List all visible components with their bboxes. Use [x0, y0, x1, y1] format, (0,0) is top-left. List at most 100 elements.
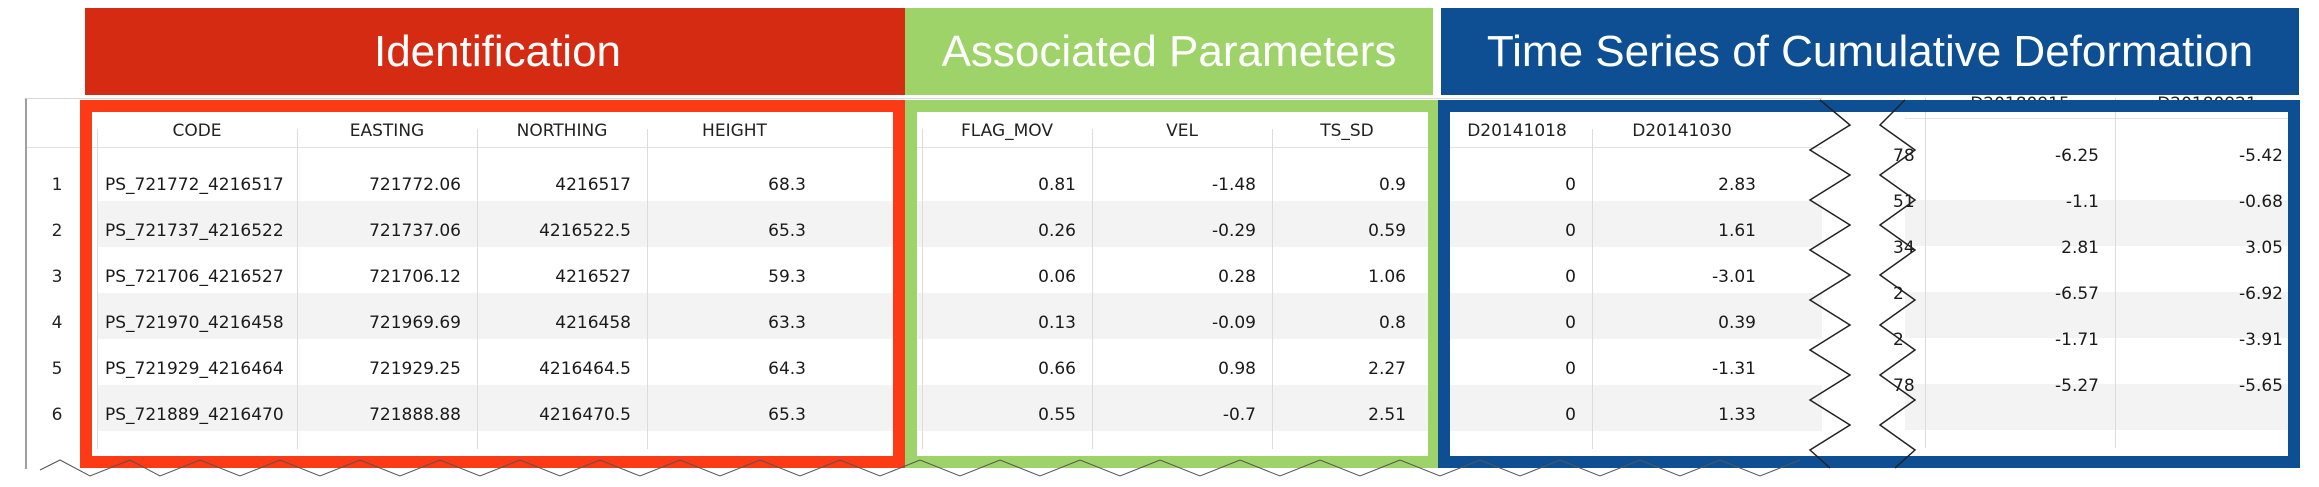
table-cell-ts-sd[interactable]: 0.9: [1378, 175, 1406, 195]
table-cell-height[interactable]: 65.3: [768, 405, 806, 425]
table-cell-flag-mov[interactable]: 0.55: [1038, 405, 1076, 425]
identification-frame: [80, 100, 905, 468]
time-series-frame: [1438, 100, 2300, 468]
table-cell-ts-sd[interactable]: 1.06: [1368, 267, 1406, 287]
table-cell-d2[interactable]: 1.33: [1718, 405, 1756, 425]
table-cell-d1[interactable]: 0: [1565, 313, 1576, 333]
table-cell-flag-mov[interactable]: 0.13: [1038, 313, 1076, 333]
table-cell-d4[interactable]: -6.92: [2239, 284, 2283, 304]
table-cell-d1[interactable]: 0: [1565, 359, 1576, 379]
row-number: 5: [51, 359, 63, 379]
table-cell-d4[interactable]: -5.65: [2239, 376, 2283, 396]
table-cell-d2[interactable]: 2.83: [1718, 175, 1756, 195]
table-cell-height[interactable]: 68.3: [768, 175, 806, 195]
table-cell-ts-sd[interactable]: 0.8: [1378, 313, 1406, 333]
table-cell-frag[interactable]: 78: [1893, 376, 1915, 396]
table-cell-northing[interactable]: 4216527: [555, 267, 631, 287]
table-cell-easting[interactable]: 721737.06: [369, 221, 461, 241]
table-cell-d3[interactable]: -6.25: [2055, 146, 2099, 166]
table-cell-easting[interactable]: 721706.12: [369, 267, 461, 287]
table-cell-d1[interactable]: 0: [1565, 405, 1576, 425]
table-cell-frag[interactable]: 51: [1893, 192, 1915, 212]
column-header-easting[interactable]: EASTING: [349, 121, 425, 141]
table-cell-vel[interactable]: -1.48: [1212, 175, 1256, 195]
table-row-band: [97, 293, 1822, 339]
table-cell-vel[interactable]: -0.09: [1212, 313, 1256, 333]
table-cell-flag-mov[interactable]: 0.06: [1038, 267, 1076, 287]
table-cell-northing[interactable]: 4216522.5: [539, 221, 631, 241]
table-cell-d1[interactable]: 0: [1565, 267, 1576, 287]
table-cell-vel[interactable]: 0.98: [1218, 359, 1256, 379]
table-cell-d3[interactable]: -6.57: [2055, 284, 2099, 304]
table-cell-height[interactable]: 63.3: [768, 313, 806, 333]
table-cell-d2[interactable]: 0.39: [1718, 313, 1756, 333]
table-cell-code[interactable]: PS_721889_4216470: [105, 405, 284, 425]
column-header-flag-mov[interactable]: FLAG_MOV: [960, 121, 1054, 141]
table-cell-flag-mov[interactable]: 0.66: [1038, 359, 1076, 379]
table-cell-height[interactable]: 59.3: [768, 267, 806, 287]
table-cell-easting[interactable]: 721888.88: [369, 405, 461, 425]
table-cell-ts-sd[interactable]: 2.51: [1368, 405, 1406, 425]
identification-title: Identification: [373, 26, 622, 76]
table-cell-d4[interactable]: -3.91: [2239, 330, 2283, 350]
column-header-vel[interactable]: VEL: [1166, 121, 1198, 141]
table-cell-vel[interactable]: -0.29: [1212, 221, 1256, 241]
table-cell-height[interactable]: 64.3: [768, 359, 806, 379]
table-cell-d1[interactable]: 0: [1565, 221, 1576, 241]
table-cell-d4[interactable]: -0.68: [2239, 192, 2283, 212]
column-header-code[interactable]: CODE: [172, 121, 222, 141]
table-row-band: [1905, 384, 2299, 430]
table-cell-code[interactable]: PS_721970_4216458: [105, 313, 284, 333]
table-cell-ts-sd[interactable]: 0.59: [1368, 221, 1406, 241]
table-cell-easting[interactable]: 721969.69: [369, 313, 461, 333]
table-cell-flag-mov[interactable]: 0.26: [1038, 221, 1076, 241]
table-cell-d4[interactable]: 3.05: [2245, 238, 2283, 258]
table-cell-frag[interactable]: 34: [1893, 238, 1915, 258]
table-cell-d3[interactable]: -1.1: [2065, 192, 2099, 212]
table-cell-code[interactable]: PS_721772_4216517: [105, 175, 284, 195]
row-number: 3: [51, 267, 63, 287]
break-line-bottom: [39, 459, 1801, 477]
header-divider: [1905, 118, 2299, 119]
table-cell-flag-mov[interactable]: 0.81: [1038, 175, 1076, 195]
attribute-table-continuation: D20180915 D20180921 78 -6.25 -5.42 51 -1.1 -0.6…: [1893, 94, 2299, 468]
table-cell-vel[interactable]: -0.7: [1222, 405, 1256, 425]
column-divider: [97, 129, 98, 449]
table-cell-d2[interactable]: -3.01: [1712, 267, 1756, 287]
table-cell-northing[interactable]: 4216517: [555, 175, 631, 195]
table-cell-height[interactable]: 65.3: [768, 221, 806, 241]
column-header-d1[interactable]: D20141018: [1467, 121, 1567, 141]
table-cell-d1[interactable]: 0: [1565, 175, 1576, 195]
table-cell-d3[interactable]: 2.81: [2061, 238, 2099, 258]
table-cell-northing[interactable]: 4216470.5: [539, 405, 631, 425]
row-number: 1: [51, 175, 63, 195]
table-cell-ts-sd[interactable]: 2.27: [1368, 359, 1406, 379]
attribute-table: CODE EASTING NORTHING HEIGHT FLAG_MOV VEL TS_S…: [25, 98, 1822, 469]
table-cell-d3[interactable]: -5.27: [2055, 376, 2099, 396]
column-header-northing[interactable]: NORTHING: [516, 121, 608, 141]
table-cell-d4[interactable]: -5.42: [2239, 146, 2283, 166]
column-header-d2[interactable]: D20141030: [1632, 121, 1732, 141]
column-header-height[interactable]: HEIGHT: [702, 121, 767, 141]
table-cell-d3[interactable]: -1.71: [2055, 330, 2099, 350]
table-cell-d2[interactable]: -1.31: [1712, 359, 1756, 379]
column-divider: [2115, 98, 2116, 448]
table-cell-easting[interactable]: 721772.06: [369, 175, 461, 195]
table-cell-frag[interactable]: 2: [1893, 284, 1904, 304]
column-header-ts-sd[interactable]: TS_SD: [1320, 121, 1374, 141]
column-divider: [1272, 129, 1273, 449]
time-series-header: Time Series of Cumulative Deformation: [1441, 8, 2299, 95]
table-cell-vel[interactable]: 0.28: [1218, 267, 1256, 287]
table-cell-easting[interactable]: 721929.25: [369, 359, 461, 379]
column-divider: [647, 129, 648, 449]
table-cell-northing[interactable]: 4216464.5: [539, 359, 631, 379]
table-cell-code[interactable]: PS_721929_4216464: [105, 359, 284, 379]
table-cell-northing[interactable]: 4216458: [555, 313, 631, 333]
table-cell-code[interactable]: PS_721737_4216522: [105, 221, 284, 241]
table-cell-code[interactable]: PS_721706_4216527: [105, 267, 284, 287]
table-cell-frag[interactable]: 2: [1893, 330, 1904, 350]
identification-header: Identification: [85, 8, 910, 95]
table-cell-d2[interactable]: 1.61: [1718, 221, 1756, 241]
header-divider: [27, 147, 1822, 148]
